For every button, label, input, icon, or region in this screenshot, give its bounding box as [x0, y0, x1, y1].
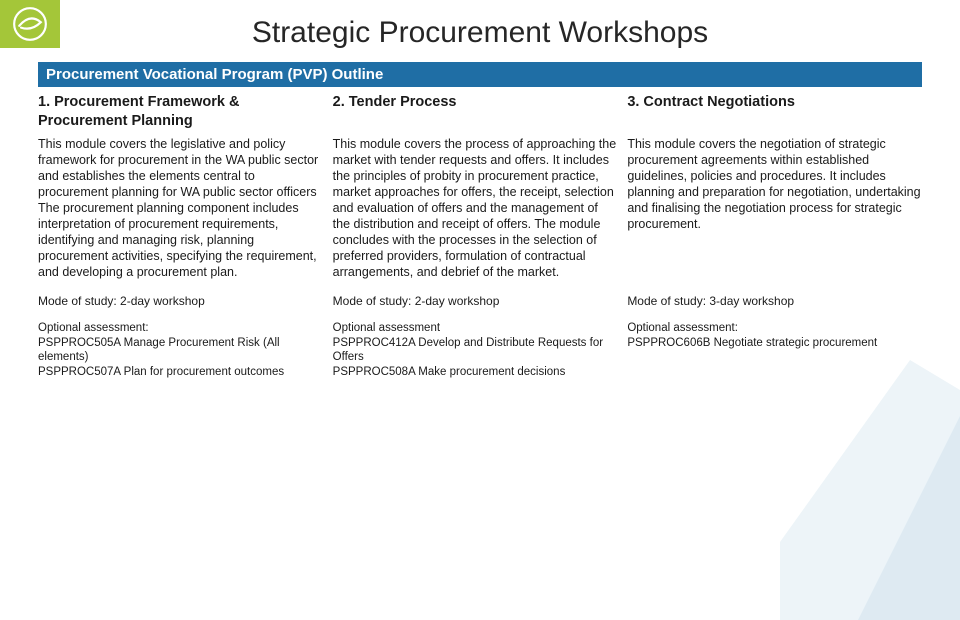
col-assess-3: Optional assessment:PSPPROC606B Negotiat…	[627, 313, 922, 383]
page-title: Strategic Procurement Workshops	[0, 0, 960, 62]
col-head-2: 2. Tender Process	[333, 87, 628, 132]
table-row-head: 1. Procurement Framework & Procurement P…	[38, 87, 922, 132]
col-body-2: This module covers the process of approa…	[333, 132, 628, 284]
col-assess-2: Optional assessmentPSPPROC412A Develop a…	[333, 313, 628, 383]
logo-badge	[0, 0, 60, 48]
col-mode-3: Mode of study: 3-day workshop	[627, 284, 922, 313]
col-mode-2: Mode of study: 2-day workshop	[333, 284, 628, 313]
swirl-icon	[12, 6, 48, 42]
col-assess-1: Optional assessment:PSPPROC505A Manage P…	[38, 313, 333, 383]
col-body-1: This module covers the legislative and p…	[38, 132, 333, 284]
col-head-1: 1. Procurement Framework & Procurement P…	[38, 87, 333, 132]
content-area: Procurement Vocational Program (PVP) Out…	[0, 62, 960, 383]
corner-decoration	[780, 360, 960, 620]
col-head-3: 3. Contract Negotiations	[627, 87, 922, 132]
table-row-mode: Mode of study: 2-day workshop Mode of st…	[38, 284, 922, 313]
col-body-3: This module covers the negotiation of st…	[627, 132, 922, 284]
modules-table: 1. Procurement Framework & Procurement P…	[38, 87, 922, 383]
table-row-body: This module covers the legislative and p…	[38, 132, 922, 284]
table-row-assess: Optional assessment:PSPPROC505A Manage P…	[38, 313, 922, 383]
section-band: Procurement Vocational Program (PVP) Out…	[38, 62, 922, 87]
col-mode-1: Mode of study: 2-day workshop	[38, 284, 333, 313]
